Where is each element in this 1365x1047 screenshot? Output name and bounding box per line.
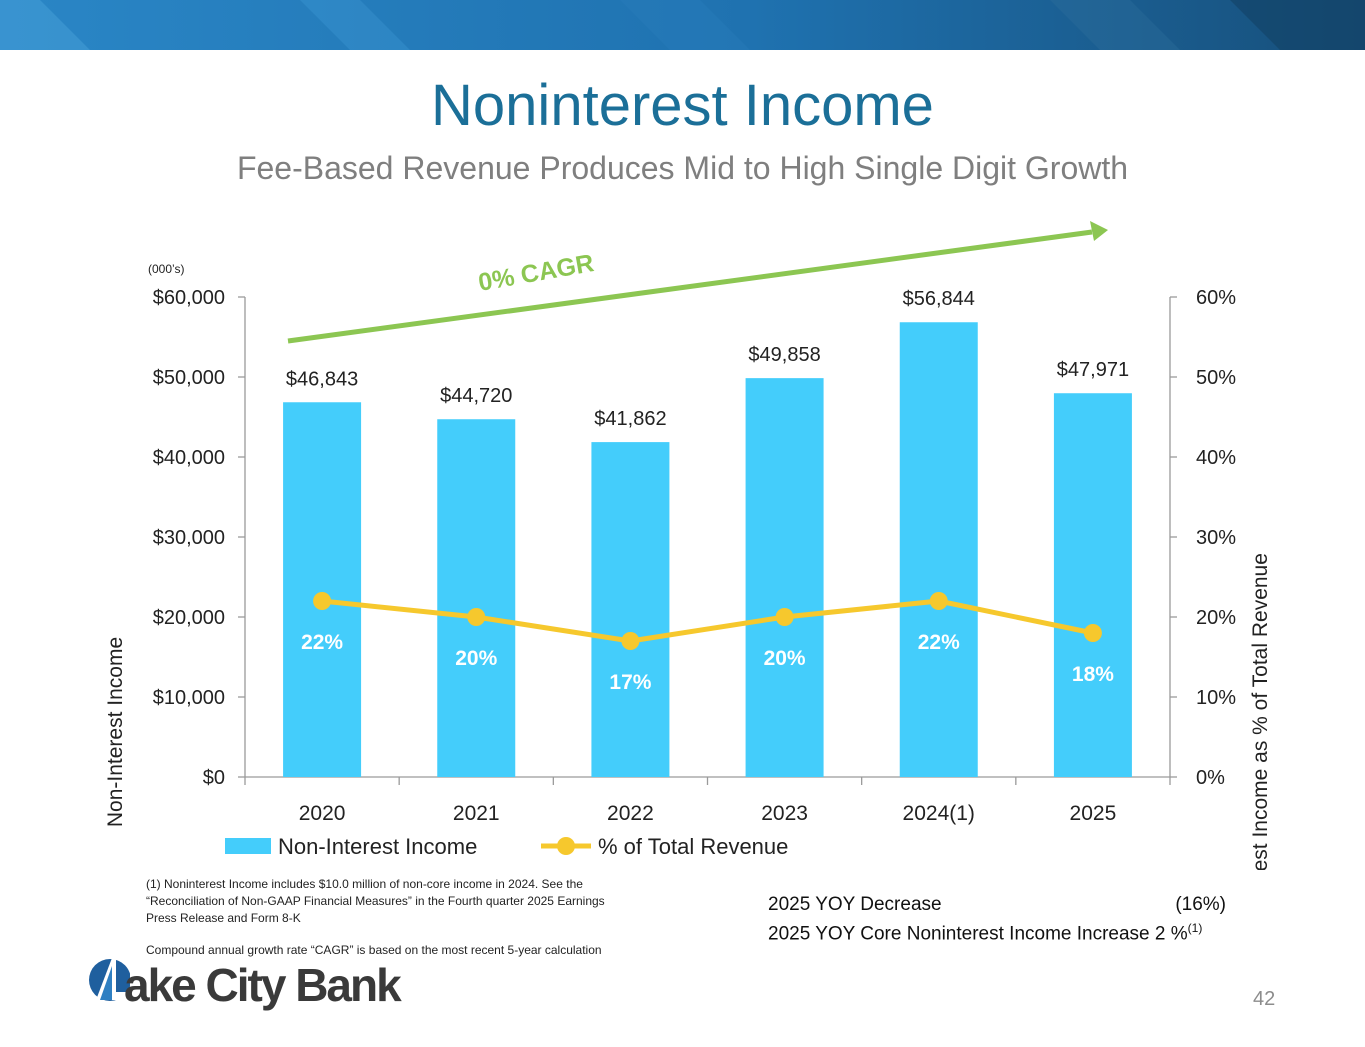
bar-2023	[745, 378, 824, 777]
percent-point-2024(1)	[929, 592, 948, 610]
bar-value-label: $41,862	[594, 408, 666, 430]
bar-2024(1)	[899, 322, 978, 777]
x-tick-label: 2025	[1070, 802, 1117, 825]
cagr-trend-arrow	[287, 229, 1093, 344]
percent-point-2021	[467, 608, 486, 626]
percent-point-2020	[313, 592, 332, 610]
bar-value-label: $56,844	[903, 288, 975, 310]
y2-tick-label: 50%	[1196, 367, 1236, 389]
bar-2022	[591, 442, 670, 777]
y-tick-label: $0	[203, 767, 225, 789]
yoy-decrease-row: 2025 YOY Decrease (16%)	[768, 894, 1238, 916]
y2-tick-label: 0%	[1196, 767, 1225, 789]
y2-tick-label: 60%	[1196, 287, 1236, 309]
page-number: 42	[1253, 988, 1276, 1010]
legend-label-line: % of Total Revenue	[598, 834, 788, 859]
percent-data-label: 20%	[455, 647, 497, 670]
x-tick-label: 2020	[299, 802, 346, 825]
page-title: Noninterest Income	[431, 73, 934, 138]
x-tick-label: 2022	[607, 802, 654, 825]
percent-data-label: 17%	[609, 671, 651, 694]
yoy-core-footnote-ref: (1)	[1187, 921, 1203, 935]
x-tick-label: 2023	[761, 802, 808, 825]
y2-tick-label: 40%	[1196, 447, 1236, 469]
yoy-core-row: 2025 YOY Core Noninterest Income Increas…	[768, 921, 1238, 945]
y-tick-label: $60,000	[153, 287, 225, 309]
x-tick-label: 2024(1)	[903, 802, 975, 825]
cagr-annotation: 0% CAGR	[476, 249, 596, 297]
y-tick-label: $30,000	[153, 527, 225, 549]
units-note: (000’s)	[148, 262, 184, 276]
yoy-core-label: 2025 YOY Core Noninterest Income Increas…	[768, 923, 1150, 945]
page-subtitle: Fee-Based Revenue Produces Mid to High S…	[236, 150, 1129, 186]
bank-logo-icon	[89, 958, 130, 1001]
percent-data-label: 20%	[764, 647, 806, 670]
header-banner	[0, 0, 1365, 50]
y-tick-label: $40,000	[153, 447, 225, 469]
y2-axis-title: Non-Interest Income as % of Total Revenu…	[1249, 553, 1272, 870]
y-tick-label: $20,000	[153, 607, 225, 629]
yoy-decrease-value: (16%)	[1175, 894, 1226, 915]
y-tick-label: $10,000	[153, 687, 225, 709]
y2-tick-label: 30%	[1196, 527, 1236, 549]
y2-tick-label: 20%	[1196, 607, 1236, 629]
yoy-decrease-label: 2025 YOY Decrease	[768, 894, 942, 915]
legend-swatch-bars	[225, 838, 271, 854]
bank-logo-text: ake City Bank	[124, 959, 402, 1011]
noninterest-income-chart: Non-Interest Income Non-Interest Income …	[104, 221, 1272, 870]
bar-2020	[283, 402, 362, 777]
percent-point-2022	[621, 632, 640, 650]
percent-revenue-line	[321, 598, 1094, 644]
percent-data-label: 22%	[918, 631, 960, 654]
x-tick-label: 2021	[453, 802, 500, 825]
bar-value-label: $44,720	[440, 385, 512, 407]
cagr-arrow-head	[1090, 221, 1108, 241]
percent-point-2025	[1083, 624, 1102, 642]
legend-swatch-marker	[557, 837, 575, 855]
bar-2021	[437, 419, 516, 777]
bar-value-label: $49,858	[748, 344, 820, 366]
percent-data-label: 18%	[1072, 663, 1114, 686]
bar-value-label: $46,843	[286, 368, 358, 390]
bar-2025	[1053, 393, 1132, 777]
y2-tick-label: 10%	[1196, 687, 1236, 709]
y-tick-label: $50,000	[153, 367, 225, 389]
percent-data-label: 22%	[301, 631, 343, 654]
y2-axis-title-group: Non-Interest Income as % of Total Revenu…	[1249, 553, 1272, 870]
percent-point-2023	[775, 608, 794, 626]
footnote-cagr: Compound annual growth rate “CAGR” is ba…	[146, 943, 602, 957]
y-axis-title-group: Non-Interest Income	[104, 637, 127, 827]
footnote-non-core: (1) Noninterest Income includes $10.0 mi…	[146, 877, 605, 925]
legend-label-bars: Non-Interest Income	[278, 834, 477, 859]
yoy-core-value: 2 %	[1154, 923, 1188, 945]
y-axis-title: Non-Interest Income	[104, 637, 127, 827]
bar-value-label: $47,971	[1057, 359, 1129, 381]
